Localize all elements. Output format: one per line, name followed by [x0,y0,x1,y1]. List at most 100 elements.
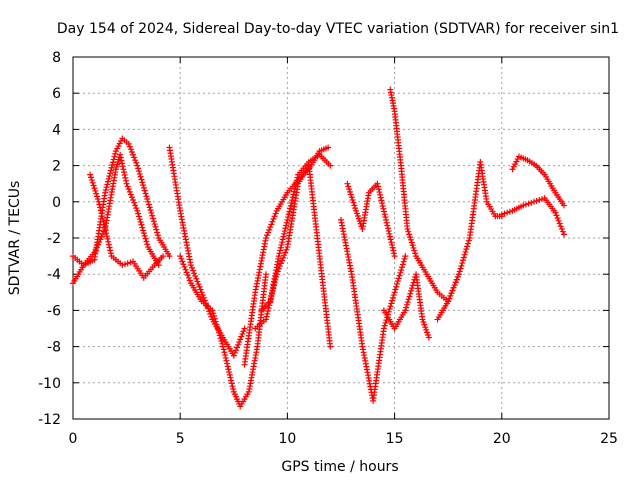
data-point [136,216,143,223]
data-point [280,254,287,261]
data-point [232,347,239,354]
data-point [96,201,103,208]
data-point [217,335,224,342]
data-point [283,222,290,229]
data-point [107,250,114,257]
data-point [266,226,273,233]
data-point [154,232,161,239]
data-point [460,257,467,264]
y-tick-label: 0 [52,195,61,211]
data-point [122,174,129,181]
data-point [237,336,244,343]
data-point [267,224,274,231]
y-tick-label: 8 [52,50,61,66]
data-point [377,191,384,198]
data-point [227,374,234,381]
data-point [99,231,106,238]
data-point [143,238,150,245]
data-point [382,214,389,221]
data-point [107,167,114,174]
data-point [192,273,199,280]
data-point [375,183,382,190]
series-sat-track-a [70,151,162,287]
data-point [400,258,407,265]
data-point [120,166,127,173]
data-point [386,306,393,313]
series-sat-track-f [241,144,332,368]
data-point [188,264,195,271]
data-point [554,215,561,222]
data-point [506,208,513,215]
data-point [383,219,390,226]
data-point [153,226,160,233]
y-tick-label: 2 [52,159,61,175]
data-point [126,188,133,195]
data-point [403,301,410,308]
data-point [452,279,459,286]
data-point [403,304,410,311]
data-point [118,157,125,164]
data-point [228,380,235,387]
data-point [454,273,461,280]
data-point [124,183,131,190]
data-point [139,224,146,231]
data-point [451,282,458,289]
data-point [525,200,532,207]
data-point [105,178,112,185]
data-point [398,267,405,274]
data-point [394,280,401,287]
data-point [125,140,132,147]
data-point [556,220,563,227]
data-point [558,225,565,232]
x-tick-label: 10 [278,431,296,447]
data-point [288,199,295,206]
data-point [294,174,301,181]
data-point [147,207,154,214]
data-point [457,265,464,272]
data-point [448,290,455,297]
data-point [140,227,147,234]
data-point [465,237,472,244]
x-tick-label: 15 [386,431,404,447]
data-point [393,283,400,290]
data-point [560,231,567,238]
series-sat-track-g [252,162,334,350]
data-point [346,186,353,193]
y-tick-label: -6 [47,303,61,319]
data-point [212,318,219,325]
data-point [198,289,205,296]
data-point [264,310,271,317]
data-point [390,292,397,299]
data-point [106,244,113,251]
data-point [140,184,147,191]
data-point [135,213,142,220]
data-point [240,328,247,335]
data-point [117,151,124,158]
data-point [216,332,223,339]
data-point [446,295,453,302]
data-point [211,312,218,319]
data-point [146,204,153,211]
data-point [380,325,387,332]
data-point [553,212,560,219]
data-point [410,244,417,251]
data-point [229,383,236,390]
data-point [137,173,144,180]
data-point [281,228,288,235]
data-point [381,211,388,218]
y-tick-label: 4 [52,122,61,138]
data-point [262,316,269,323]
data-point [95,198,102,205]
data-point [101,221,108,228]
data-point [387,303,394,310]
data-point [501,210,508,217]
data-point [191,270,198,277]
data-point [151,221,158,228]
data-point [289,197,296,204]
data-point [405,296,412,303]
data-point [282,249,289,256]
data-point [121,261,128,268]
data-point [351,202,358,209]
data-point [388,241,395,248]
